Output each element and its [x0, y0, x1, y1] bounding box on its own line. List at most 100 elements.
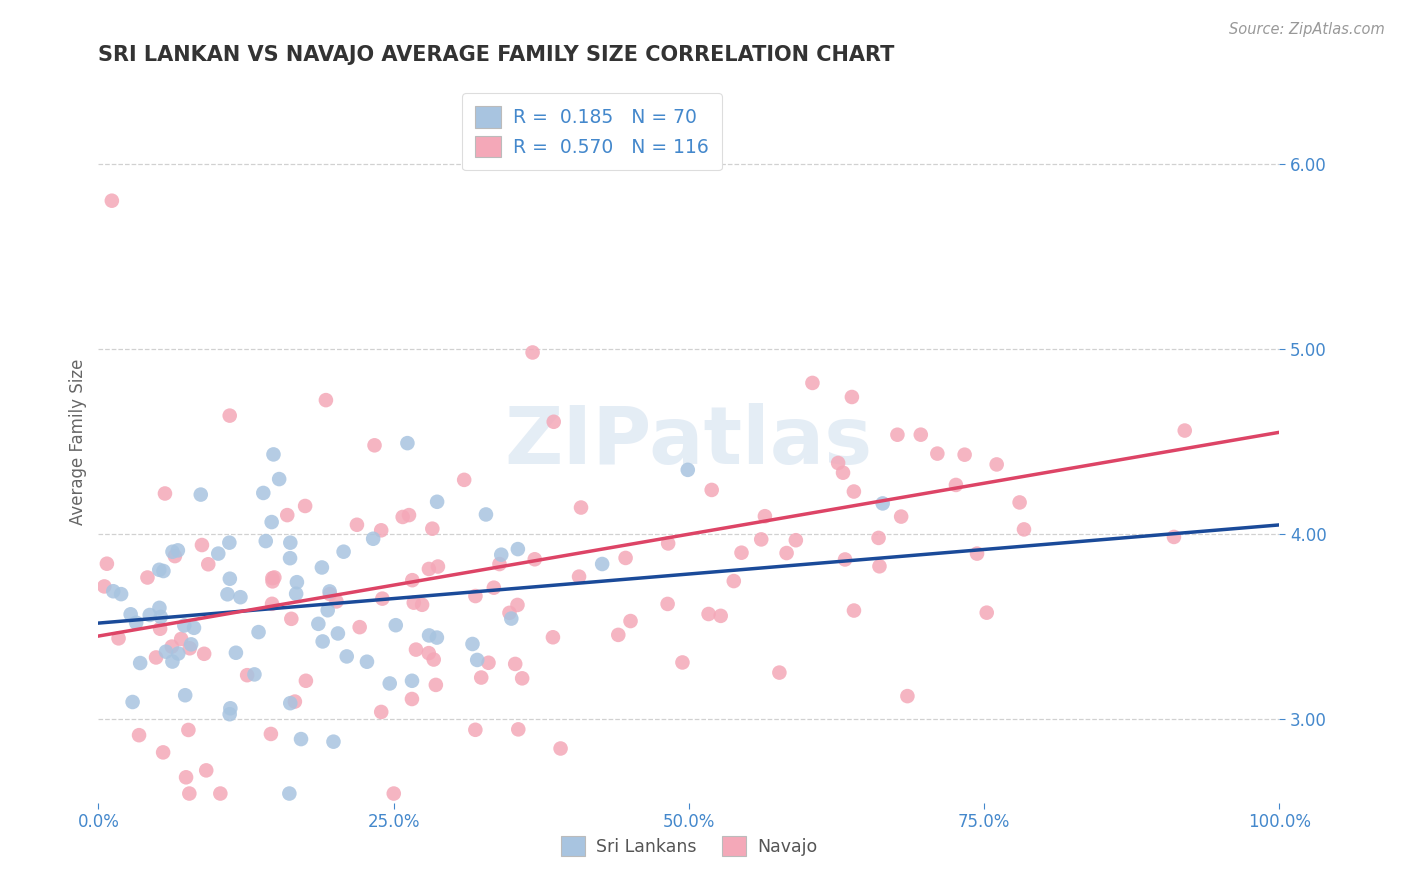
Point [619, 614, 641, 628]
Point [190, 487, 212, 501]
Point [152, 564, 174, 578]
Point [418, 562, 440, 576]
Point [269, 472, 291, 486]
Point [382, 787, 405, 801]
Point [138, 607, 160, 622]
Point [336, 649, 359, 664]
Point [401, 692, 423, 706]
Point [896, 689, 918, 703]
Point [148, 563, 170, 577]
Point [501, 611, 523, 625]
Point [361, 532, 384, 546]
Point [420, 522, 443, 536]
Point [174, 770, 197, 784]
Point [523, 552, 546, 566]
Point [541, 630, 564, 644]
Point [872, 496, 894, 510]
Point [477, 656, 499, 670]
Point [263, 570, 285, 584]
Point [418, 628, 440, 642]
Point [285, 587, 308, 601]
Point [110, 587, 132, 601]
Point [568, 569, 591, 583]
Point [167, 543, 190, 558]
Point [278, 787, 301, 801]
Point [217, 587, 239, 601]
Point [326, 626, 349, 640]
Point [1163, 530, 1185, 544]
Point [749, 533, 772, 547]
Point [162, 655, 184, 669]
Point [322, 734, 344, 748]
Point [730, 546, 752, 560]
Point [278, 535, 301, 549]
Point [453, 473, 475, 487]
Point [927, 447, 949, 461]
Point [832, 466, 855, 480]
Point [160, 640, 183, 654]
Point [834, 552, 856, 566]
Point [170, 632, 193, 646]
Point [605, 120, 627, 134]
Point [318, 584, 340, 599]
Point [197, 558, 219, 572]
Point [278, 696, 301, 710]
Point [976, 606, 998, 620]
Point [510, 671, 533, 685]
Point [285, 575, 308, 590]
Point [346, 517, 368, 532]
Point [869, 559, 891, 574]
Point [260, 597, 283, 611]
Point [508, 723, 530, 737]
Point [243, 667, 266, 681]
Point [121, 695, 143, 709]
Point [93, 579, 115, 593]
Point [945, 478, 967, 492]
Point [370, 524, 392, 538]
Point [426, 495, 449, 509]
Point [464, 723, 486, 737]
Point [229, 591, 252, 605]
Point [550, 741, 572, 756]
Point [842, 603, 865, 617]
Point [125, 615, 148, 630]
Point [710, 608, 733, 623]
Point [841, 390, 863, 404]
Point [307, 616, 329, 631]
Point [149, 622, 172, 636]
Point [260, 727, 283, 741]
Point [411, 598, 433, 612]
Text: Source: ZipAtlas.com: Source: ZipAtlas.com [1229, 22, 1385, 37]
Point [148, 600, 170, 615]
Point [569, 500, 592, 515]
Point [425, 678, 447, 692]
Point [183, 621, 205, 635]
Point [396, 436, 419, 450]
Point [332, 544, 354, 558]
Point [316, 603, 339, 617]
Point [174, 688, 197, 702]
Point [986, 458, 1008, 472]
Point [461, 637, 484, 651]
Point [503, 657, 526, 671]
Point [218, 707, 240, 722]
Point [522, 345, 544, 359]
Point [614, 550, 637, 565]
Point [262, 574, 284, 589]
Point [193, 647, 215, 661]
Point [768, 665, 790, 680]
Point [890, 509, 912, 524]
Point [470, 671, 492, 685]
Point [464, 589, 486, 603]
Point [219, 701, 242, 715]
Point [218, 572, 240, 586]
Point [591, 557, 613, 571]
Point [953, 448, 976, 462]
Point [401, 673, 423, 688]
Point [506, 542, 529, 557]
Point [290, 732, 312, 747]
Point [910, 427, 932, 442]
Point [96, 557, 118, 571]
Point [349, 620, 371, 634]
Text: SRI LANKAN VS NAVAJO AVERAGE FAMILY SIZE CORRELATION CHART: SRI LANKAN VS NAVAJO AVERAGE FAMILY SIZE… [98, 45, 894, 65]
